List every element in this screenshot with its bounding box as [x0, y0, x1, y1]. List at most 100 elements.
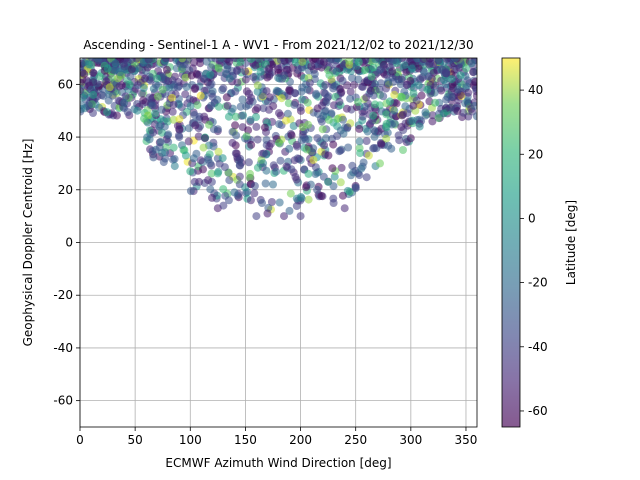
colorbar-tick-label: 0	[528, 211, 536, 225]
data-point	[105, 83, 114, 92]
data-point	[342, 104, 351, 113]
data-point	[283, 109, 292, 118]
data-point	[127, 65, 136, 74]
data-point	[200, 112, 209, 121]
data-point	[357, 82, 366, 91]
data-point	[275, 120, 284, 129]
data-point	[250, 189, 259, 198]
data-point	[425, 58, 434, 63]
data-point	[246, 116, 255, 124]
data-point	[291, 58, 300, 67]
data-point	[384, 141, 393, 150]
data-point	[219, 185, 228, 194]
data-point	[242, 87, 251, 96]
data-point	[434, 114, 443, 123]
data-point	[258, 199, 266, 207]
x-tick-label: 50	[127, 433, 142, 447]
data-point	[139, 96, 148, 105]
data-point	[272, 167, 281, 176]
data-point	[280, 212, 288, 221]
data-point	[356, 149, 365, 158]
data-point	[149, 153, 158, 162]
data-point	[326, 58, 335, 64]
data-point	[199, 165, 207, 174]
data-point	[472, 91, 477, 100]
data-point	[384, 79, 393, 88]
data-point	[420, 68, 429, 77]
data-point	[80, 93, 87, 102]
data-point	[382, 110, 391, 119]
y-tick-label: 60	[58, 77, 73, 91]
data-point	[244, 158, 253, 167]
data-point	[304, 195, 313, 204]
data-point	[329, 182, 338, 191]
data-point	[371, 100, 379, 109]
data-point	[173, 83, 182, 92]
data-point	[297, 193, 305, 201]
data-point	[80, 68, 87, 77]
data-point	[343, 186, 352, 195]
data-point	[151, 109, 159, 118]
data-point	[354, 58, 363, 66]
chart-title: Ascending - Sentinel-1 A - WV1 - From 20…	[83, 38, 473, 52]
data-point	[379, 92, 388, 101]
data-point	[353, 98, 362, 106]
data-point	[247, 58, 256, 64]
data-point	[329, 140, 338, 149]
x-tick-label: 350	[455, 433, 478, 447]
data-point	[241, 67, 250, 76]
colorbar	[502, 58, 520, 427]
data-point	[215, 58, 224, 65]
data-point	[292, 175, 301, 184]
data-point	[332, 67, 341, 76]
data-point	[309, 156, 318, 164]
data-point	[442, 58, 451, 63]
y-tick-label: 40	[58, 130, 73, 144]
data-point	[85, 60, 93, 69]
data-point	[313, 104, 322, 113]
data-point	[153, 74, 161, 83]
data-point	[224, 112, 233, 121]
x-tick-label: 200	[289, 433, 312, 447]
data-point	[191, 84, 200, 92]
data-point	[102, 77, 111, 86]
data-point	[245, 173, 254, 182]
data-point	[348, 73, 356, 82]
data-point	[200, 134, 209, 143]
data-point	[119, 59, 128, 68]
data-point	[244, 126, 253, 135]
data-point	[462, 64, 470, 73]
data-point	[245, 96, 254, 105]
data-point	[438, 65, 447, 74]
data-point	[389, 58, 398, 65]
data-point	[261, 179, 270, 188]
data-point	[324, 115, 333, 124]
data-point	[208, 92, 217, 101]
data-point	[259, 149, 268, 158]
data-point	[218, 154, 227, 163]
data-point	[206, 81, 215, 89]
data-point	[414, 81, 423, 90]
data-point	[298, 58, 307, 66]
data-point	[370, 126, 379, 135]
data-point	[121, 92, 130, 101]
data-point	[214, 64, 223, 73]
data-point	[224, 196, 233, 205]
data-point	[319, 111, 328, 120]
data-point	[115, 82, 124, 91]
data-point	[263, 97, 272, 106]
data-point	[355, 124, 364, 133]
x-tick-label: 300	[399, 433, 422, 447]
data-point	[282, 162, 291, 171]
data-point	[276, 156, 285, 165]
data-point	[204, 176, 213, 185]
data-point	[343, 123, 352, 132]
data-point	[409, 89, 418, 98]
data-point	[467, 59, 476, 68]
data-point	[295, 154, 304, 163]
data-point	[325, 71, 334, 80]
data-point	[225, 74, 234, 83]
data-point	[361, 58, 370, 65]
data-point	[303, 98, 312, 107]
